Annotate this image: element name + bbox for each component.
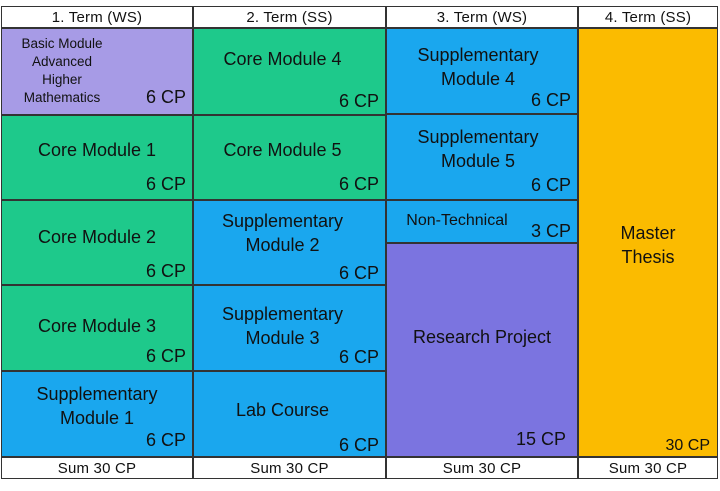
module-cp: 6 CP	[338, 91, 379, 111]
term-4-sum: Sum 30 CP	[578, 457, 718, 479]
module-cp: 6 CP	[338, 263, 379, 283]
module-cp: 6 CP	[145, 87, 186, 107]
module-name: Master Thesis	[620, 223, 676, 267]
module-cp: 3 CP	[530, 221, 571, 241]
module-core-2: Core Module 2 6 CP	[1, 200, 193, 285]
module-name: Core Module 3	[37, 316, 157, 336]
module-supplementary-3: Supplementary Module 3 6 CP	[193, 285, 386, 371]
term-4-header: 4. Term (SS)	[578, 6, 718, 28]
module-core-3: Core Module 3 6 CP	[1, 285, 193, 371]
module-master-thesis: Master Thesis 30 CP	[578, 28, 718, 457]
module-basic-advanced-math: Basic Module Advanced Higher Mathematics…	[1, 28, 193, 115]
term-1-sum: Sum 30 CP	[1, 457, 193, 479]
module-name: Supplementary Module 2	[221, 211, 344, 255]
module-name: Supplementary Module 4	[417, 45, 539, 89]
module-name: Lab Course	[235, 400, 330, 420]
module-cp: 15 CP	[515, 429, 566, 449]
module-core-5: Core Module 5 6 CP	[193, 115, 386, 200]
module-supplementary-4: Supplementary Module 4 6 CP	[386, 28, 578, 114]
term-2-sum: Sum 30 CP	[193, 457, 386, 479]
module-name: Supplementary Module 5	[417, 127, 539, 171]
module-cp: 6 CP	[145, 174, 186, 194]
module-cp: 6 CP	[145, 261, 186, 281]
term-3-sum: Sum 30 CP	[386, 457, 578, 479]
term-2-header: 2. Term (SS)	[193, 6, 386, 28]
term-1-header: 1. Term (WS)	[1, 6, 193, 28]
module-supplementary-1: Supplementary Module 1 6 CP	[1, 371, 193, 457]
module-core-1: Core Module 1 6 CP	[1, 115, 193, 200]
module-core-4: Core Module 4 6 CP	[193, 28, 386, 115]
module-name: Core Module 1	[37, 140, 157, 160]
module-cp: 6 CP	[338, 347, 379, 367]
term-3-header: 3. Term (WS)	[386, 6, 578, 28]
module-name: Supplementary Module 3	[221, 304, 344, 348]
module-cp: 6 CP	[338, 174, 379, 194]
module-supplementary-2: Supplementary Module 2 6 CP	[193, 200, 386, 285]
module-name: Core Module 2	[37, 227, 157, 247]
module-name: Basic Module Advanced Higher Mathematics	[21, 36, 103, 105]
module-non-technical: Non-Technical 3 CP	[386, 200, 578, 243]
module-name: Supplementary Module 1	[36, 384, 158, 428]
module-cp: 30 CP	[665, 437, 710, 454]
module-name: Core Module 5	[223, 140, 342, 160]
module-cp: 6 CP	[530, 90, 571, 110]
module-supplementary-5: Supplementary Module 5 6 CP	[386, 114, 578, 200]
module-name: Core Module 4	[223, 49, 342, 69]
module-name: Non-Technical	[406, 212, 508, 229]
module-cp: 6 CP	[145, 430, 186, 450]
module-cp: 6 CP	[338, 435, 379, 455]
module-cp: 6 CP	[530, 175, 571, 195]
module-lab-course: Lab Course 6 CP	[193, 371, 386, 457]
module-name: Research Project	[412, 327, 552, 347]
module-cp: 6 CP	[145, 346, 186, 366]
module-research-project: Research Project 15 CP	[386, 243, 578, 457]
